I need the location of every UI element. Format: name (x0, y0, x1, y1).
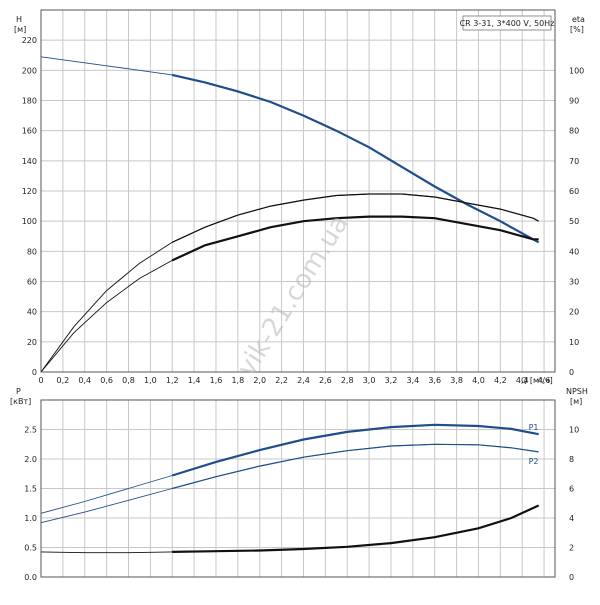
top-right-tick-labels: 0 10 20 30 40 50 60 70 80 90 100 (569, 66, 584, 377)
top-left-tick: 180 (22, 97, 37, 106)
bottom-right-tick: 8 (569, 455, 574, 464)
bottom-left-tick: 2.0 (24, 455, 37, 464)
top-right-tick: 70 (569, 157, 579, 166)
x-tick-label: 4,4 (516, 376, 529, 385)
top-series (40, 56, 540, 373)
bottom-series-labels: P1 P2 (529, 423, 539, 466)
top-grid (40, 10, 555, 373)
bottom-plot-frame (40, 399, 556, 578)
x-tick-label: 1,6 (210, 376, 223, 385)
top-right-tick: 30 (569, 278, 579, 287)
x-tick-labels: 0 0,2 0,4 0,6 0,8 1,0 1,2 1,4 1,6 1,8 2,0 2,2 2,4 2,6… (38, 376, 550, 385)
top-left-tick: 20 (27, 338, 37, 347)
x-tick-label: 3,6 (428, 376, 441, 385)
x-tick-label: 4,0 (472, 376, 485, 385)
x-axis-label: Q [м³/ч] (521, 376, 553, 385)
x-tick-label: 4,2 (494, 376, 507, 385)
bottom-left-tick-labels: 0.0 0.5 1.0 1.5 2.0 2.5 (24, 426, 37, 583)
x-tick-label: 1,4 (188, 376, 201, 385)
top-right-tick: 80 (569, 127, 579, 136)
x-tick-label: 3,8 (450, 376, 463, 385)
bottom-series-0-operating-line (171, 423, 539, 477)
top-right-axis-label: eta [%] (570, 15, 585, 34)
bottom-series-1-operating-line (172, 443, 539, 490)
x-tick-label: 2,6 (319, 376, 332, 385)
top-left-tick: 0 (32, 368, 37, 377)
top-left-axis-label: H [м] (14, 15, 26, 34)
top-left-tick: 60 (27, 278, 37, 287)
x-tick-label: 1,2 (166, 376, 179, 385)
top-left-tick: 220 (22, 36, 37, 45)
top-left-tick-labels: 0 20 40 60 80 100 120 140 160 180 200 220 (22, 36, 37, 377)
top-plot-frame (40, 9, 556, 373)
x-tick-label: 2,8 (341, 376, 354, 385)
bottom-right-tick-labels: 0 2 4 6 8 10 (569, 426, 579, 583)
x-tick-label: 3,0 (363, 376, 376, 385)
x-tick-label: 0,8 (122, 376, 135, 385)
x-tick-label: 2,4 (297, 376, 310, 385)
x-tick-label: 0 (38, 376, 43, 385)
x-tick-label: 2,2 (275, 376, 288, 385)
x-tick-label: 1,8 (231, 376, 244, 385)
bottom-series (40, 423, 540, 554)
top-series-0-operating-line (171, 73, 540, 244)
top-right-tick: 40 (569, 247, 579, 256)
bottom-left-axis-label: P [кВт] (10, 387, 31, 406)
top-right-tick: 0 (569, 368, 574, 377)
top-right-tick: 60 (569, 187, 579, 196)
series-label-p1: P1 (529, 423, 539, 432)
x-tick-label: 0,6 (100, 376, 113, 385)
top-right-tick: 90 (569, 97, 579, 106)
bottom-grid (40, 400, 555, 578)
x-tick-label: 3,4 (406, 376, 419, 385)
bottom-left-tick: 1.0 (24, 514, 37, 523)
top-series-1-operating-line (171, 193, 539, 243)
top-left-tick: 40 (27, 308, 37, 317)
x-tick-label: 3,2 (385, 376, 398, 385)
top-right-tick: 10 (569, 338, 579, 347)
top-left-tick: 140 (22, 157, 37, 166)
top-left-tick: 80 (27, 247, 37, 256)
x-tick-label: 2,0 (253, 376, 266, 385)
bottom-left-tick: 0.0 (24, 573, 37, 582)
bottom-left-tick: 2.5 (24, 426, 37, 435)
bottom-right-tick: 2 (569, 544, 574, 553)
x-tick-label: 0,4 (78, 376, 91, 385)
top-right-tick: 50 (569, 217, 579, 226)
bottom-right-axis-label: NPSH [м] (566, 387, 588, 406)
top-left-tick: 100 (22, 217, 37, 226)
series-label-p2: P2 (529, 457, 539, 466)
top-series-2-operating-line (171, 215, 539, 262)
x-tick-label: 4,6 (538, 376, 551, 385)
top-right-tick: 100 (569, 66, 584, 75)
top-left-tick: 200 (22, 66, 37, 75)
bottom-left-tick: 0.5 (24, 544, 37, 553)
bottom-right-tick: 0 (569, 573, 574, 582)
top-left-tick: 120 (22, 187, 37, 196)
x-tick-label: 1,0 (144, 376, 157, 385)
bottom-right-tick: 4 (569, 514, 574, 523)
top-left-tick: 160 (22, 127, 37, 136)
bottom-right-tick: 10 (569, 426, 579, 435)
bottom-series-2-operating-line (172, 504, 540, 553)
bottom-right-tick: 6 (569, 485, 574, 494)
top-chart-title: CR 3-31, 3*400 V, 50Hz (460, 19, 555, 28)
top-right-tick: 20 (569, 308, 579, 317)
top-title-box: CR 3-31, 3*400 V, 50Hz (460, 15, 555, 31)
bottom-left-tick: 1.5 (24, 485, 37, 494)
x-tick-label: 0,2 (57, 376, 70, 385)
